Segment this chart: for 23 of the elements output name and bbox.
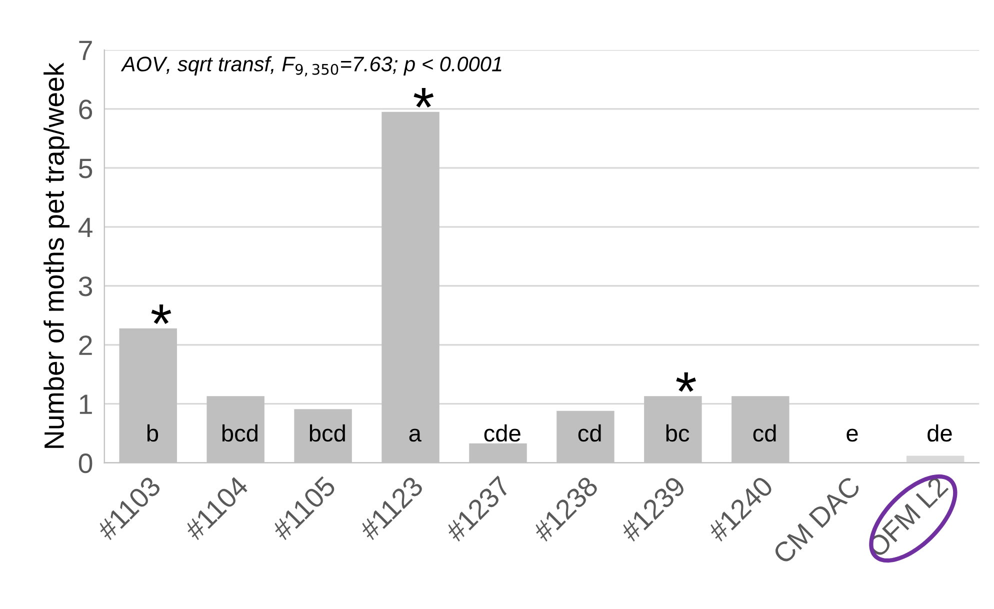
y-tick-label: 3 [78, 276, 92, 296]
annotation: e [846, 428, 858, 442]
y-tick-label: 7 [79, 40, 92, 60]
y-tick-label: 4 [78, 218, 92, 237]
annotation: a [409, 428, 422, 442]
annotation: * [414, 88, 434, 108]
annotation: de [928, 424, 952, 442]
annotation: bcd [310, 424, 345, 442]
y-tick-label: 6 [79, 100, 92, 120]
annotation: bcd [222, 424, 258, 442]
y-tick-label: 2 [79, 336, 92, 355]
annotation: * [151, 304, 172, 324]
annotation: * [676, 372, 696, 392]
annotation: cde [484, 424, 520, 442]
y-tick-label: 1 [80, 394, 92, 414]
annotation: cd [578, 424, 601, 442]
y-axis-title: Number of moths pet trap/week [44, 62, 70, 448]
y-tick-label: 0 [78, 454, 92, 474]
annotation: cd [753, 424, 776, 442]
annotation: b [147, 424, 158, 442]
y-tick-label: 5 [78, 158, 92, 178]
annotation: AOV, sqrt transf, F$_{9,350}$=7.63; p < 0.0001 [120, 56, 502, 76]
annotation: bc [666, 424, 690, 442]
